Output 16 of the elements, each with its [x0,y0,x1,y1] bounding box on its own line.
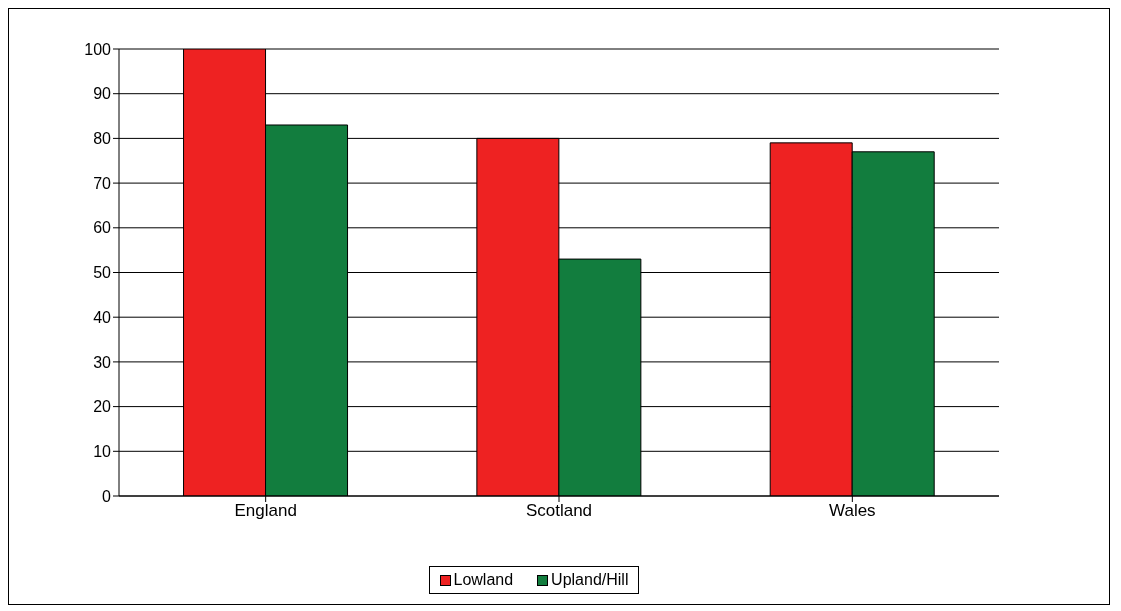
legend-label: Lowland [452,571,514,589]
x-tick-label: Scotland [525,501,593,521]
y-tick-label: 70 [93,174,112,192]
y-tick-label: 60 [93,219,112,237]
y-tick-label: 30 [93,353,112,371]
x-tick-label: England [234,501,297,521]
y-tick-label: 20 [93,398,112,416]
y-tick-label: 100 [84,40,112,58]
y-tick-label: 0 [102,487,112,505]
legend-label: Upland/Hill [550,571,629,589]
y-tick-label: 80 [93,130,112,148]
y-tick-label: 10 [93,442,112,460]
y-tick-label: 90 [93,85,112,103]
y-tick-label: 50 [93,264,112,282]
y-tick-label: 40 [93,308,112,326]
x-tick-label: Wales [829,501,876,521]
